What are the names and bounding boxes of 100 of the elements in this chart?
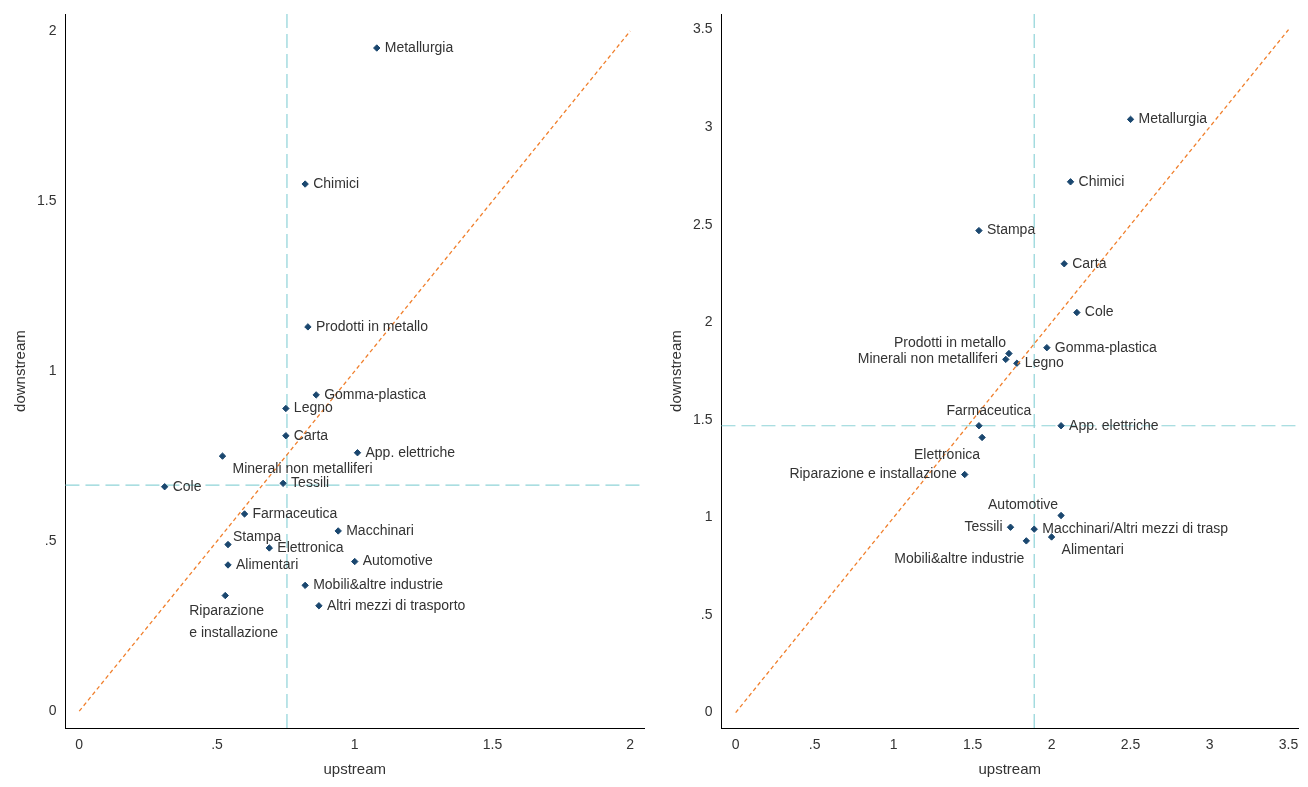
series-label: Legno (1024, 354, 1064, 371)
series-label: Automotive (362, 552, 433, 569)
series-label: Elettronica (913, 446, 981, 463)
point (265, 544, 274, 552)
point (978, 433, 986, 442)
point (1057, 511, 1065, 520)
series-label: Carta (293, 426, 329, 443)
y-tick-label: 2 (48, 21, 57, 38)
point (975, 226, 983, 235)
point (1005, 349, 1013, 358)
series-label: Metallurgia (1138, 110, 1208, 127)
point (1060, 260, 1068, 268)
x-tick-label: 2.5 (1120, 736, 1141, 753)
point (351, 557, 359, 566)
point (975, 422, 983, 430)
point (221, 591, 229, 600)
point (224, 561, 232, 569)
x-tick-label: 3 (1205, 736, 1214, 753)
series-label: Chimici (313, 174, 360, 191)
series-label: Chimici (1078, 172, 1125, 189)
y-tick-label: 1 (48, 361, 57, 378)
x-tick-label: 0 (75, 736, 84, 753)
point (304, 323, 312, 331)
series-label: Stampa (986, 221, 1036, 238)
point (1126, 115, 1135, 124)
point (282, 404, 290, 413)
series-label: Farmaceutica (946, 401, 1032, 418)
series-label: Minerali non metalliferi (232, 459, 373, 476)
series-label: Carta (1072, 254, 1107, 271)
series-label: Automotive (988, 496, 1059, 513)
point (961, 470, 969, 479)
x-tick-label: 1.5 (482, 736, 503, 753)
y-tick-label: 1.5 (36, 191, 57, 208)
x-tick-label: .5 (808, 736, 821, 753)
x-tick-label: 1 (350, 736, 359, 753)
point (282, 432, 290, 440)
x-tick-label: 2 (626, 736, 635, 753)
point (224, 540, 232, 549)
series-label: Tessili (291, 474, 330, 491)
series-label: Cole (1084, 303, 1114, 320)
series-label: Tessili (964, 518, 1003, 535)
y-tick-label: .5 (44, 532, 57, 549)
y-axis-title: downstream (11, 330, 29, 412)
y-axis-title: downstream (667, 330, 685, 412)
y-tick-label: 2 (704, 313, 713, 330)
point (353, 449, 362, 457)
series-label: Macchinari/Altri mezzi di trasp (1042, 520, 1229, 537)
point (240, 510, 249, 518)
series-label: Alimentari (236, 555, 299, 572)
series-label: Prodotti in metallo (893, 334, 1007, 351)
point (279, 479, 287, 488)
series-label: Alimentari (1061, 540, 1124, 557)
point (1057, 422, 1065, 430)
point (1047, 533, 1056, 541)
x-tick-label: 3.5 (1278, 736, 1299, 753)
point (1030, 525, 1038, 533)
point (1006, 523, 1015, 531)
series-label: Gomma-plastica (324, 385, 427, 402)
x-tick-label: 1 (889, 736, 898, 753)
series-label: Prodotti in metallo (315, 317, 429, 334)
x-axis-title: upstream (323, 760, 386, 778)
x-tick-label: 1.5 (962, 736, 983, 753)
series-label: Legno (293, 399, 333, 416)
series-label: Riparazione e installazione (189, 602, 279, 641)
point (218, 452, 227, 460)
y-tick-label: 3 (704, 118, 713, 135)
y-tick-label: 2.5 (692, 215, 713, 232)
point (1073, 308, 1081, 317)
series-label: App. elettriche (365, 443, 456, 460)
series-label: Farmaceutica (252, 504, 338, 521)
point (334, 527, 342, 535)
y-tick-label: .5 (700, 605, 713, 622)
series-label: Metallurgia (384, 38, 454, 55)
point (160, 483, 169, 491)
point (1066, 178, 1075, 186)
x-tick-label: 2 (1047, 736, 1056, 753)
x-tick-label: 0 (731, 736, 740, 753)
point (1022, 537, 1031, 545)
series-label: Riparazione e installazione (789, 465, 957, 482)
y-tick-label: 1 (704, 508, 713, 525)
point (301, 180, 309, 188)
y-tick-label: 1.5 (692, 410, 713, 427)
point (1043, 343, 1051, 352)
point (301, 581, 309, 590)
series-label: Minerali non metalliferi (857, 350, 998, 367)
series-label: Gomma-plastica (1054, 338, 1157, 355)
point (1002, 355, 1010, 364)
point (315, 602, 323, 610)
series-label: Mobili&altre industrie (894, 549, 1025, 566)
y-tick-label: 0 (48, 702, 57, 719)
series-label: App. elettriche (1069, 416, 1159, 433)
x-tick-label: .5 (211, 736, 224, 753)
series-label: Macchinari (346, 521, 414, 538)
x-axis-title: upstream (978, 760, 1041, 778)
y-tick-label: 0 (704, 703, 713, 720)
series-label: Altri mezzi di trasporto (326, 596, 466, 613)
point (312, 391, 320, 399)
series-label: Mobili&altre industrie (313, 576, 444, 593)
series-label: Cole (172, 477, 202, 494)
y-tick-label: 3.5 (692, 20, 713, 37)
